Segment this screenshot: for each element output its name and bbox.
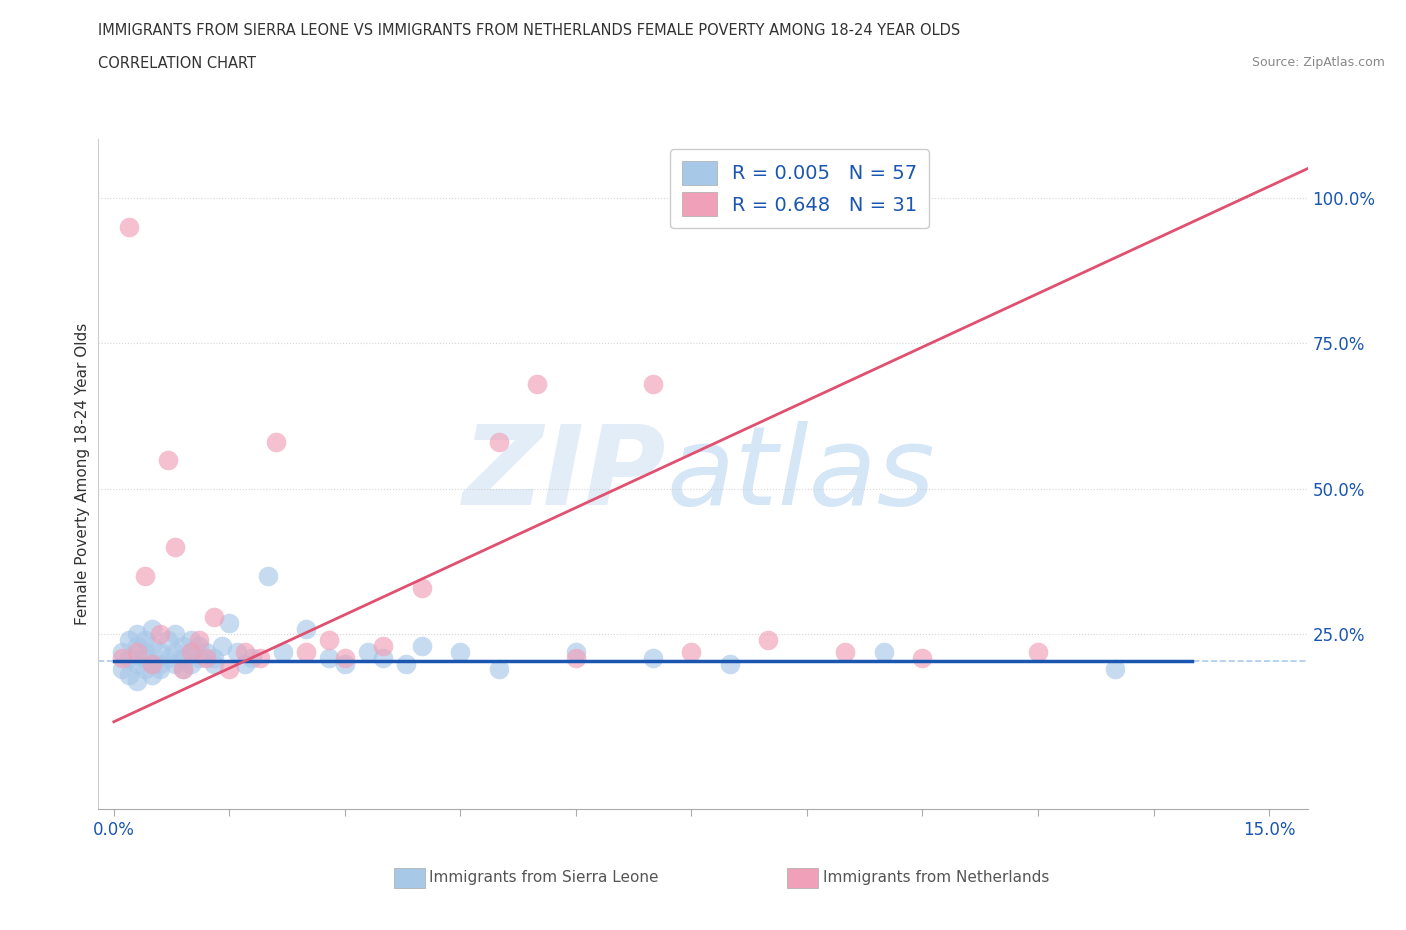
Point — [295, 621, 318, 636]
Point — [271, 644, 294, 659]
Point — [141, 668, 163, 683]
Point — [165, 627, 187, 642]
Point — [187, 632, 209, 647]
Point — [295, 644, 318, 659]
Point — [873, 644, 896, 659]
Point — [165, 656, 187, 671]
Point — [202, 609, 225, 624]
Point — [411, 639, 433, 654]
Point — [134, 662, 156, 677]
Point — [211, 639, 233, 654]
Point — [172, 662, 194, 677]
Point — [118, 632, 141, 647]
Point — [110, 662, 132, 677]
Point — [195, 650, 218, 665]
Point — [242, 650, 264, 665]
Point — [141, 621, 163, 636]
Text: Immigrants from Netherlands: Immigrants from Netherlands — [823, 870, 1049, 885]
Point — [180, 644, 202, 659]
Point — [565, 650, 588, 665]
Point — [373, 639, 395, 654]
Point — [218, 616, 240, 631]
Point — [357, 644, 380, 659]
Point — [180, 656, 202, 671]
Text: atlas: atlas — [666, 420, 935, 528]
Point — [681, 644, 703, 659]
Text: CORRELATION CHART: CORRELATION CHART — [98, 56, 256, 71]
Point — [488, 662, 510, 677]
Point — [149, 644, 172, 659]
Point — [118, 650, 141, 665]
Point — [165, 539, 187, 554]
Point — [488, 435, 510, 450]
Point — [202, 656, 225, 671]
Point — [149, 656, 172, 671]
Point — [1026, 644, 1049, 659]
Point — [758, 632, 780, 647]
Point — [187, 650, 209, 665]
Point — [411, 580, 433, 595]
Text: ZIP: ZIP — [463, 420, 666, 528]
Point — [118, 668, 141, 683]
Point — [911, 650, 934, 665]
Point — [1104, 662, 1126, 677]
Point — [110, 650, 132, 665]
Point — [249, 650, 271, 665]
Point — [156, 650, 179, 665]
Point — [641, 650, 664, 665]
Point — [172, 639, 194, 654]
Point — [718, 656, 741, 671]
Point — [149, 627, 172, 642]
Point — [565, 644, 588, 659]
Point — [449, 644, 471, 659]
Point — [156, 452, 179, 467]
Point — [172, 662, 194, 677]
Point — [125, 656, 148, 671]
Point — [333, 650, 356, 665]
Point — [226, 644, 249, 659]
Point — [318, 650, 340, 665]
Point — [110, 644, 132, 659]
Point — [125, 644, 148, 659]
Point — [134, 569, 156, 584]
Point — [141, 639, 163, 654]
Point — [257, 569, 280, 584]
Point — [202, 650, 225, 665]
Point — [834, 644, 856, 659]
Point — [141, 656, 163, 671]
Point — [333, 656, 356, 671]
Text: Source: ZipAtlas.com: Source: ZipAtlas.com — [1251, 56, 1385, 69]
Point — [125, 639, 148, 654]
Point — [141, 656, 163, 671]
Point — [165, 644, 187, 659]
Point — [233, 644, 256, 659]
Point — [134, 650, 156, 665]
Point — [373, 650, 395, 665]
Y-axis label: Female Poverty Among 18-24 Year Olds: Female Poverty Among 18-24 Year Olds — [75, 324, 90, 625]
Point — [395, 656, 418, 671]
Point — [218, 662, 240, 677]
Point — [156, 632, 179, 647]
Point — [180, 632, 202, 647]
Point — [641, 377, 664, 392]
Point — [172, 650, 194, 665]
Point — [233, 656, 256, 671]
Point — [118, 219, 141, 234]
Point — [195, 644, 218, 659]
Legend: R = 0.005   N = 57, R = 0.648   N = 31: R = 0.005 N = 57, R = 0.648 N = 31 — [671, 149, 929, 228]
Point — [134, 644, 156, 659]
Point — [134, 632, 156, 647]
Point — [125, 627, 148, 642]
Point — [264, 435, 287, 450]
Point — [180, 644, 202, 659]
Point — [149, 662, 172, 677]
Point — [526, 377, 548, 392]
Point — [318, 632, 340, 647]
Point — [125, 673, 148, 688]
Text: IMMIGRANTS FROM SIERRA LEONE VS IMMIGRANTS FROM NETHERLANDS FEMALE POVERTY AMONG: IMMIGRANTS FROM SIERRA LEONE VS IMMIGRAN… — [98, 23, 960, 38]
Text: Immigrants from Sierra Leone: Immigrants from Sierra Leone — [429, 870, 658, 885]
Point — [187, 639, 209, 654]
